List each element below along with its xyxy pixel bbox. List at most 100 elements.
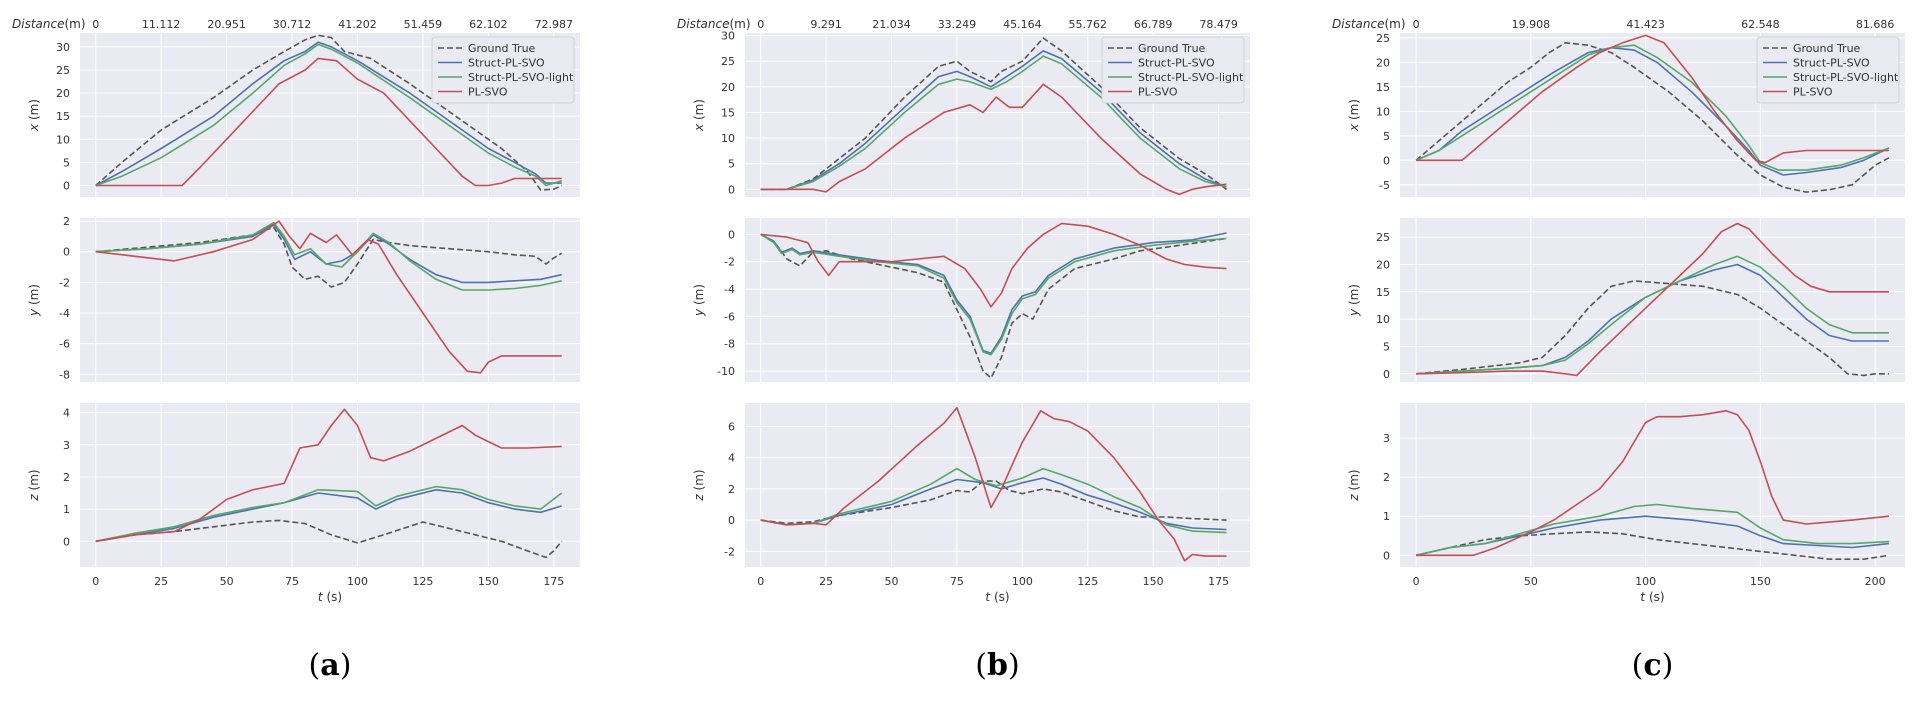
y-tick-label: 4	[728, 452, 735, 465]
x-tick-label: 100	[347, 575, 368, 588]
x-tick-label: 50	[885, 575, 899, 588]
y-tick-label: 0	[728, 514, 735, 527]
y-tick-label: 15	[721, 106, 735, 119]
series-line-struct-pl-svo	[760, 50, 1227, 191]
y-axis-label: x (m)	[1347, 99, 1361, 132]
legend-entry: PL-SVO	[1138, 86, 1178, 99]
y-tick-label: -10	[717, 365, 735, 378]
y-tick-label: 10	[1376, 313, 1390, 326]
series-line-pl-svo	[760, 406, 1227, 562]
x-tick-label: 75	[950, 575, 964, 588]
legend: Ground True Struct-PL-SVOStruct-PL-SVO-li…	[1756, 36, 1900, 104]
x-tick-label: 75	[285, 575, 299, 588]
x-tick-label: 0	[92, 575, 99, 588]
distance-tick-label: 72.987	[535, 18, 574, 31]
distance-tick-label: 62.548	[1741, 18, 1780, 31]
subplot-z: -2 0 2 4 6 z (m) 0 25 50 75 100 125 150 175 t (s)	[692, 403, 1250, 604]
x-axis-label: t (s)	[318, 590, 342, 604]
y-tick-label: 0	[728, 228, 735, 241]
legend-box	[1756, 36, 1900, 104]
legend-box	[431, 36, 575, 104]
series-group	[1415, 34, 1890, 193]
y-tick-label: 20	[721, 81, 735, 94]
series-line-struct-pl-svo-light	[1415, 44, 1890, 171]
y-tick-label: 2	[63, 471, 70, 484]
distance-tick-label: 62.102	[469, 18, 508, 31]
distance-tick-label: 20.951	[207, 18, 246, 31]
legend-entry: Ground True	[468, 42, 536, 55]
series-line-struct-pl-svo-light	[760, 467, 1227, 534]
series-line-ground-true	[1416, 280, 1889, 377]
x-tick-label: 150	[478, 575, 499, 588]
distance-tick-label: 45.164	[1003, 18, 1042, 31]
series-line-pl-svo	[95, 220, 562, 374]
y-axis-label: y (m)	[27, 284, 41, 317]
y-axis-label: x (m)	[27, 99, 41, 132]
series-group	[95, 34, 563, 191]
x-tick-label: 200	[1865, 575, 1886, 588]
y-tick-label: 5	[1383, 340, 1390, 353]
series-line-pl-svo	[760, 222, 1227, 308]
series-line-ground-true	[760, 233, 1227, 379]
distance-tick-label: 0	[1413, 18, 1420, 31]
y-tick-label: -4	[724, 283, 735, 296]
y-tick-label: -2	[724, 256, 735, 269]
x-tick-label: 25	[154, 575, 168, 588]
subplot-x: 0 5 10 15 20 25 30 x (m) Ground True Struct-PL-SV…	[692, 30, 1250, 197]
legend-entry: Struct-PL-SVO	[1793, 57, 1870, 70]
y-tick-label: 5	[728, 158, 735, 171]
y-tick-label: 15	[56, 110, 70, 123]
y-tick-label: 1	[63, 503, 70, 516]
y-tick-label: 10	[1376, 105, 1390, 118]
y-tick-label: -6	[724, 310, 735, 323]
legend: Ground True Struct-PL-SVOStruct-PL-SVO-li…	[431, 36, 575, 104]
subplot-y: -10 -8 -6 -4 -2 0 y (m)	[692, 218, 1250, 382]
y-tick-label: 2	[728, 483, 735, 496]
series-line-struct-pl-svo-light	[95, 221, 562, 291]
y-tick-label: -4	[59, 307, 70, 320]
y-axis-label: z (m)	[1347, 469, 1361, 501]
distance-tick-label: 33.249	[938, 18, 977, 31]
y-axis-label: y (m)	[1347, 284, 1361, 317]
y-tick-label: 25	[721, 55, 735, 68]
series-line-struct-pl-svo-light	[760, 55, 1227, 191]
distance-tick-label: 9.291	[810, 18, 842, 31]
plot-background	[1400, 218, 1905, 382]
x-tick-label: 50	[1524, 575, 1538, 588]
y-tick-label: 6	[728, 420, 735, 433]
series-line-ground-true	[95, 519, 563, 559]
x-tick-label: 0	[1413, 575, 1420, 588]
plot-background	[1400, 403, 1905, 567]
legend-entry: Struct-PL-SVO-light	[1138, 71, 1244, 84]
y-tick-label: 25	[1376, 231, 1390, 244]
x-axis-label: t (s)	[985, 590, 1009, 604]
series-group	[760, 222, 1227, 379]
legend-entry: Ground True	[1138, 42, 1206, 55]
y-axis-label: z (m)	[692, 469, 706, 501]
panel-b: Distance(m) 0 9.291 21.034 33.249 45.164 55.76…	[677, 17, 1250, 683]
x-tick-label: 25	[819, 575, 833, 588]
distance-tick-label: 78.479	[1199, 18, 1238, 31]
y-tick-label: 20	[56, 87, 70, 100]
y-tick-label: 30	[721, 30, 735, 43]
x-axis-label: t (s)	[1640, 590, 1664, 604]
series-line-struct-pl-svo-light	[1415, 503, 1889, 557]
series-group	[1416, 222, 1889, 377]
plot-background	[745, 218, 1250, 382]
series-group	[95, 408, 563, 559]
series-line-struct-pl-svo	[95, 223, 562, 284]
subplot-z: 0 1 2 3 4 z (m) 0 25 50 75 100 125 150 175 t (s)	[27, 403, 580, 604]
y-tick-label: 1	[1383, 510, 1390, 523]
panel-a: Distance(m) 0 11.112 20.951 30.712 41.202 51.4…	[12, 17, 580, 683]
y-tick-label: -6	[59, 338, 70, 351]
y-tick-label: 0	[63, 179, 70, 192]
y-tick-label: 15	[1376, 286, 1390, 299]
legend-entry: PL-SVO	[468, 86, 508, 99]
x-tick-label: 100	[1012, 575, 1033, 588]
series-group	[760, 37, 1227, 196]
distance-tick-label: 41.202	[338, 18, 377, 31]
y-tick-label: 5	[1383, 130, 1390, 143]
y-tick-label: -2	[59, 276, 70, 289]
y-tick-label: 0	[63, 246, 70, 259]
